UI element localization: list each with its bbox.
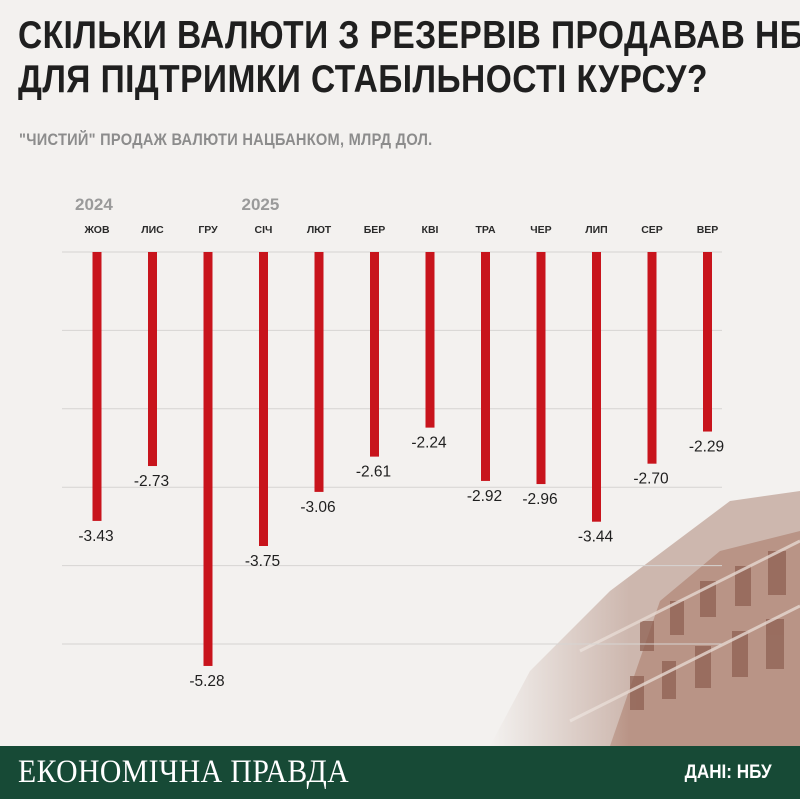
data-label: -3.43 xyxy=(78,528,113,545)
category-label: ЧЕР xyxy=(530,224,551,236)
nbu-building-illustration xyxy=(490,471,800,746)
year-label: 2025 xyxy=(242,195,280,214)
chart-subtitle: "ЧИСТИЙ" ПРОДАЖ ВАЛЮТИ НАЦБАНКОМ, МЛРД Д… xyxy=(19,130,433,149)
category-label: СІЧ xyxy=(255,224,273,236)
data-label: -2.61 xyxy=(356,464,391,481)
category-label: ТРА xyxy=(475,224,495,236)
category-label: ЖОВ xyxy=(83,224,110,236)
title-line-2: ДЛЯ ПІДТРИМКИ СТАБІЛЬНОСТІ КУРСУ? xyxy=(18,58,708,101)
data-label: -2.29 xyxy=(689,439,724,456)
year-label: 2024 xyxy=(75,195,113,214)
data-source: ДАНІ: НБУ xyxy=(685,762,772,783)
bar xyxy=(92,252,102,521)
data-label: -2.92 xyxy=(467,488,502,505)
data-label: -3.44 xyxy=(578,529,614,546)
data-label: -3.75 xyxy=(245,553,280,570)
bar xyxy=(647,252,657,464)
category-label: ВЕР xyxy=(697,224,719,236)
bar xyxy=(425,252,435,428)
category-label: ЛЮТ xyxy=(307,224,332,236)
category-label: ЛИП xyxy=(585,224,607,236)
category-label: БЕР xyxy=(364,224,386,236)
footer-bar: ЕКОНОМІЧНА ПРАВДА ДАНІ: НБУ xyxy=(0,746,800,799)
bar xyxy=(703,252,712,432)
bar xyxy=(314,252,324,492)
bar xyxy=(481,252,490,481)
bar xyxy=(259,252,268,546)
category-label: ГРУ xyxy=(198,224,218,236)
category-label: КВІ xyxy=(422,224,439,236)
bar xyxy=(592,252,601,522)
bar xyxy=(370,252,379,457)
brand-logo-text: ЕКОНОМІЧНА ПРАВДА xyxy=(18,754,350,790)
bar-chart: 2024 2025 ЖОВ -3.43 ЛИС -2.73 ГРУ -5.28 СІЧ -3.75… xyxy=(62,195,724,690)
bar xyxy=(536,252,546,485)
data-label: -5.28 xyxy=(189,673,224,690)
data-label: -2.96 xyxy=(522,491,557,508)
category-label: СЕР xyxy=(641,224,663,236)
data-label: -2.70 xyxy=(633,471,669,488)
data-label: -2.73 xyxy=(134,473,169,490)
data-label: -3.06 xyxy=(300,499,335,516)
category-label: ЛИС xyxy=(141,224,164,236)
data-label: -2.24 xyxy=(411,435,447,452)
bar xyxy=(148,252,157,467)
title-line-1: СКІЛЬКИ ВАЛЮТИ З РЕЗЕРВІВ ПРОДАВАВ НБУ xyxy=(18,14,800,57)
chart-title: СКІЛЬКИ ВАЛЮТИ З РЕЗЕРВІВ ПРОДАВАВ НБУ Д… xyxy=(18,14,800,102)
bar xyxy=(203,252,213,666)
